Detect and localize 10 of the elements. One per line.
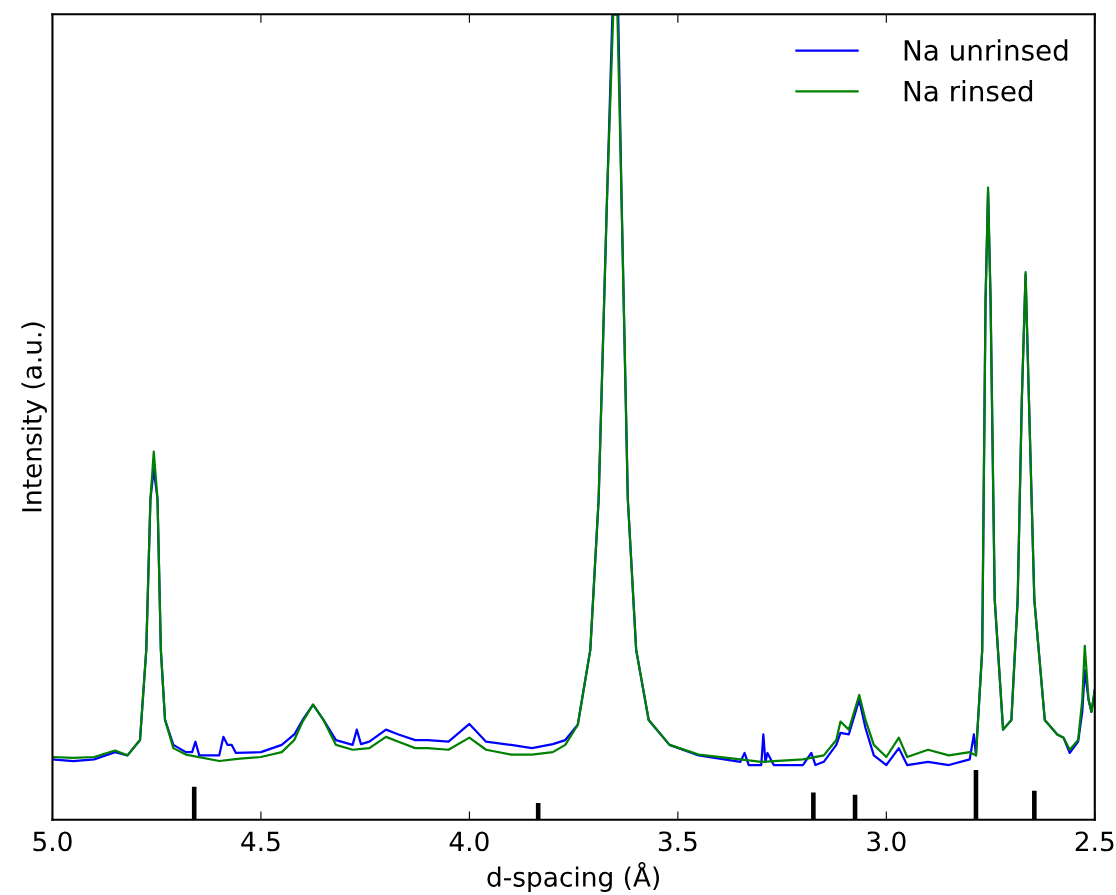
- x-tick-label: 3.5: [658, 831, 697, 852]
- legend-label: Na rinsed: [904, 80, 1033, 102]
- x-tick-label: 5.0: [33, 831, 72, 852]
- x-axis-title: d-spacing (Å): [487, 862, 659, 893]
- y-axis-title: Intensity (a.u.): [21, 322, 47, 512]
- x-tick-label: 4.5: [241, 831, 280, 852]
- legend-label: Na unrinsed: [904, 39, 1068, 61]
- x-tick-label: 3.0: [867, 831, 906, 852]
- x-tick-label: 2.5: [1075, 831, 1114, 852]
- x-tick-label: 4.0: [449, 831, 489, 852]
